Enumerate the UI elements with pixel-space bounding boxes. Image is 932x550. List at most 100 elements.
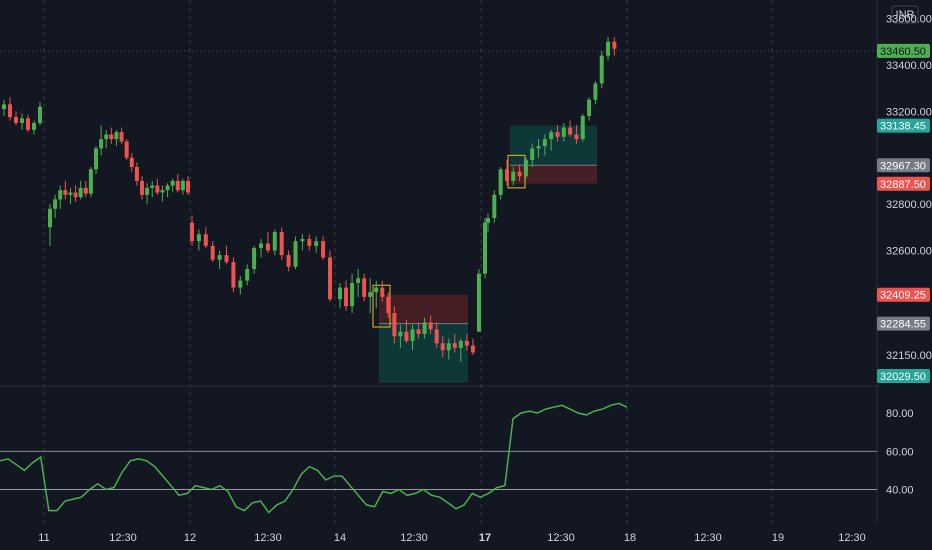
candle (124, 139, 129, 161)
price-axis[interactable]: 33600.0033400.0033200.0032800.0032600.00… (886, 14, 932, 497)
candle (350, 273, 355, 314)
candle (63, 180, 68, 200)
candle-body (422, 322, 427, 334)
candle (272, 229, 277, 256)
candle (517, 164, 522, 181)
candle-body (458, 340, 463, 348)
candle-body (446, 343, 451, 351)
candle-body (486, 218, 490, 223)
candle-body (568, 127, 573, 135)
candle (129, 153, 134, 172)
candle (307, 234, 312, 251)
candle-body (73, 192, 78, 198)
candle (73, 185, 78, 202)
candle-body (38, 106, 42, 123)
price-tick-label: 33400.00 (886, 60, 932, 72)
candle-body (380, 287, 385, 297)
candle-body (145, 187, 150, 195)
candle-body (476, 273, 481, 332)
candle (362, 273, 367, 302)
candle-body (196, 234, 201, 242)
price-tag-label: 32967.30 (880, 160, 926, 172)
candle (344, 280, 349, 311)
candle (150, 180, 155, 198)
price-tags: 33460.50 33138.45 32967.30 32887.50 32409.25… (877, 43, 930, 383)
candle-body (321, 241, 326, 258)
candle (612, 37, 617, 56)
rsi-line (0, 402, 628, 514)
price-tick-label: 32800.00 (886, 199, 932, 211)
candle (593, 81, 598, 105)
candle-body (593, 83, 598, 100)
price-tag-bg (877, 118, 930, 133)
candle-body (259, 243, 263, 249)
price-tag-label: 32409.25 (880, 290, 926, 302)
time-tick-label: 17 (479, 532, 491, 544)
time-axis[interactable]: 11 12:30 12 12:30 14 12:30 17 12:30 18 12:30 19 12:… (38, 532, 865, 544)
candle-body (530, 148, 535, 161)
candle-body (26, 118, 30, 130)
candle (14, 111, 18, 126)
candle-body (464, 340, 469, 346)
candle-body (155, 185, 160, 193)
time-tick-label: 11 (38, 532, 49, 544)
currency-badge[interactable]: INR (891, 5, 919, 24)
candle-body (190, 222, 194, 242)
candle (231, 257, 236, 293)
candle-body (14, 117, 18, 123)
candle (38, 102, 42, 126)
candle-body (440, 343, 445, 351)
candle (452, 333, 457, 353)
candle (210, 241, 215, 263)
candle-body (32, 122, 36, 130)
candle (386, 292, 391, 318)
candle-body (368, 292, 373, 297)
candle-body (99, 139, 104, 149)
candle (20, 113, 24, 130)
candle (599, 51, 604, 89)
candle (114, 129, 119, 147)
candle-body (356, 278, 361, 283)
price-tag-bg (877, 158, 930, 173)
candle (8, 97, 12, 121)
candle-body (606, 41, 611, 56)
candle-body (224, 255, 229, 263)
time-tick-label: 12:30 (109, 532, 137, 544)
candle-body (272, 231, 277, 251)
candle-body (265, 243, 270, 251)
candle-body (140, 180, 144, 195)
price-tag-label: 33138.45 (880, 121, 926, 133)
candle (470, 338, 475, 355)
candle (293, 236, 298, 270)
time-tick-label: 14 (334, 532, 346, 544)
candle-body (398, 331, 403, 337)
candle (140, 176, 144, 200)
currency-badge-text: INR (896, 9, 915, 21)
price-tag-bg (877, 43, 930, 58)
candle-body (104, 134, 109, 140)
candle-body (549, 132, 554, 140)
time-tick-label: 12 (184, 532, 196, 544)
candle (279, 227, 284, 260)
price-tag: 32029.50 (877, 369, 930, 383)
candle-body (109, 134, 114, 140)
price-tag-label: 32029.50 (880, 371, 926, 383)
candle-body (344, 287, 349, 307)
candle (32, 120, 36, 135)
price-tag: 32409.25 (877, 287, 930, 302)
candle (186, 176, 190, 195)
candle (58, 185, 63, 209)
candle (145, 183, 150, 205)
candle (422, 317, 427, 339)
price-tag: 32284.55 (877, 316, 930, 331)
candle-body (561, 127, 566, 137)
candle (48, 204, 52, 246)
candle (511, 166, 516, 186)
candle (398, 324, 403, 348)
candle (574, 125, 579, 144)
candle-body (498, 169, 503, 195)
candle-body (83, 187, 88, 194)
candle (458, 338, 463, 362)
candle-series (2, 37, 617, 362)
